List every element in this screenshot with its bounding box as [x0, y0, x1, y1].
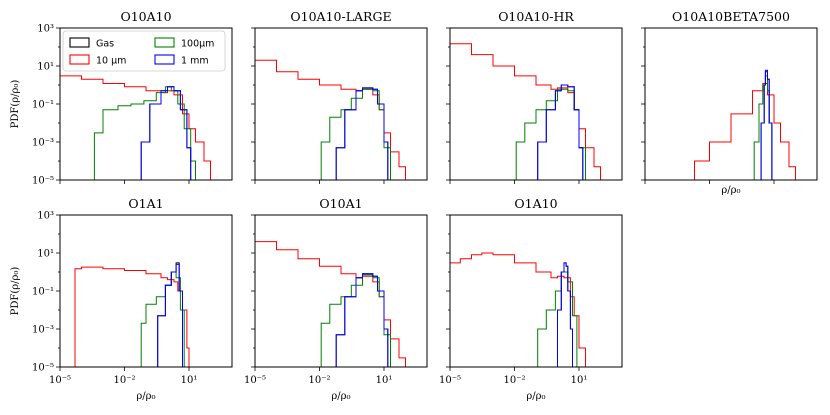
- x-axis-label: ρ/ρ₀: [331, 391, 350, 402]
- x-tick-label: 10⁻²: [503, 375, 525, 386]
- axes-frame: [449, 214, 623, 368]
- x-tick-label: 10¹: [571, 375, 588, 386]
- legend-swatch: [69, 54, 90, 65]
- series-gas: [334, 87, 394, 180]
- legend: Gas 100μm 10 μm 1 mm: [62, 30, 226, 72]
- panel-title: O1A10: [514, 196, 557, 211]
- x-tick-label: 10¹: [376, 375, 393, 386]
- x-tick-label: 10¹: [181, 375, 198, 386]
- axes-frame: [254, 27, 428, 181]
- series-10-m: [450, 43, 607, 180]
- axes-frame: [449, 27, 623, 181]
- x-tick-label: 10⁻⁵: [244, 375, 266, 386]
- legend-swatch: [69, 37, 90, 48]
- legend-label: 100μm: [181, 39, 214, 50]
- y-tick-label: 10³: [37, 211, 54, 222]
- series-1-mm: [139, 86, 197, 180]
- series-100-m: [514, 88, 592, 180]
- x-tick-label: 10⁻⁵: [49, 375, 71, 386]
- legend-swatch: [154, 54, 175, 65]
- series-gas: [555, 262, 579, 367]
- y-tick-label: 10⁻³: [32, 138, 54, 149]
- y-tick-label: 10⁻⁵: [32, 363, 54, 374]
- series-10-m: [60, 75, 217, 180]
- panel-title: O10A10-LARGE: [290, 9, 391, 24]
- panel-title: O10A10-HR: [498, 9, 574, 24]
- series-100-m: [536, 271, 583, 367]
- series-1-mm: [536, 84, 589, 180]
- series-100-m: [319, 274, 397, 367]
- x-tick-label: 10⁻⁵: [439, 375, 461, 386]
- series-10-m: [70, 266, 195, 367]
- series-1-mm: [156, 263, 189, 367]
- y-axis-label: PDF(ρ/ρ₀): [10, 267, 21, 316]
- panel-4: O10A10BETA7500 ρ/ρ₀: [641, 9, 818, 196]
- series-1-mm: [759, 69, 778, 180]
- panel-2: O10A10-LARGE: [251, 9, 428, 184]
- panel-7: 10⁻⁵ 10⁻² 10¹ O1A10 ρ/ρ₀: [439, 196, 623, 402]
- panel-title: O10A1: [319, 196, 362, 211]
- y-axis-label: PDF(ρ/ρ₀): [10, 80, 21, 129]
- y-tick-label: 10⁻⁵: [32, 176, 54, 187]
- y-tick-label: 10⁻¹: [32, 100, 54, 111]
- series-1-mm: [334, 273, 394, 367]
- y-tick-label: 10⁻³: [32, 325, 54, 336]
- y-tick-label: 10¹: [37, 62, 54, 73]
- panel-title: O10A10BETA7500: [672, 9, 790, 24]
- y-tick-label: 10⁻¹: [32, 287, 54, 298]
- axes-frame: [644, 27, 818, 181]
- series-1-mm: [555, 262, 579, 367]
- legend-label: 1 mm: [181, 56, 209, 67]
- series-gas: [759, 71, 778, 180]
- series-gas: [156, 262, 189, 367]
- legend-label: 10 μm: [96, 56, 126, 67]
- panel-title: O1A1: [128, 196, 163, 211]
- y-tick-label: 10¹: [37, 249, 54, 260]
- x-axis-label: ρ/ρ₀: [136, 391, 155, 402]
- panel-3: O10A10-HR: [446, 9, 623, 184]
- axes-frame: [59, 214, 233, 368]
- legend-swatch: [154, 37, 175, 48]
- series-1-mm: [334, 87, 394, 180]
- x-tick-label: 10⁻²: [113, 375, 135, 386]
- x-axis-label: ρ/ρ₀: [721, 185, 740, 196]
- panel-5: 10³ 10¹ 10⁻¹ 10⁻³ 10⁻⁵10⁻⁵ 10⁻² 10¹ O1A1 ρ/ρ₀ PDF…: [10, 196, 233, 402]
- series-100-m: [319, 88, 397, 180]
- y-tick-label: 10³: [37, 24, 54, 35]
- panel-title: O10A10: [120, 9, 171, 24]
- series-100-m: [91, 86, 202, 180]
- series-100-m: [752, 75, 778, 180]
- x-axis-label: ρ/ρ₀: [526, 391, 545, 402]
- panel-1: 10³ 10¹ 10⁻¹ 10⁻³ 10⁻⁵ O10A10 PDF(ρ/ρ₀): [10, 9, 233, 187]
- series-gas: [536, 84, 589, 180]
- panel-6: 10⁻⁵ 10⁻² 10¹ O10A1 ρ/ρ₀: [244, 196, 428, 402]
- legend-label: Gas: [96, 39, 114, 50]
- x-tick-label: 10⁻²: [308, 375, 330, 386]
- axes-frame: [254, 214, 428, 368]
- series-10-m: [688, 83, 802, 180]
